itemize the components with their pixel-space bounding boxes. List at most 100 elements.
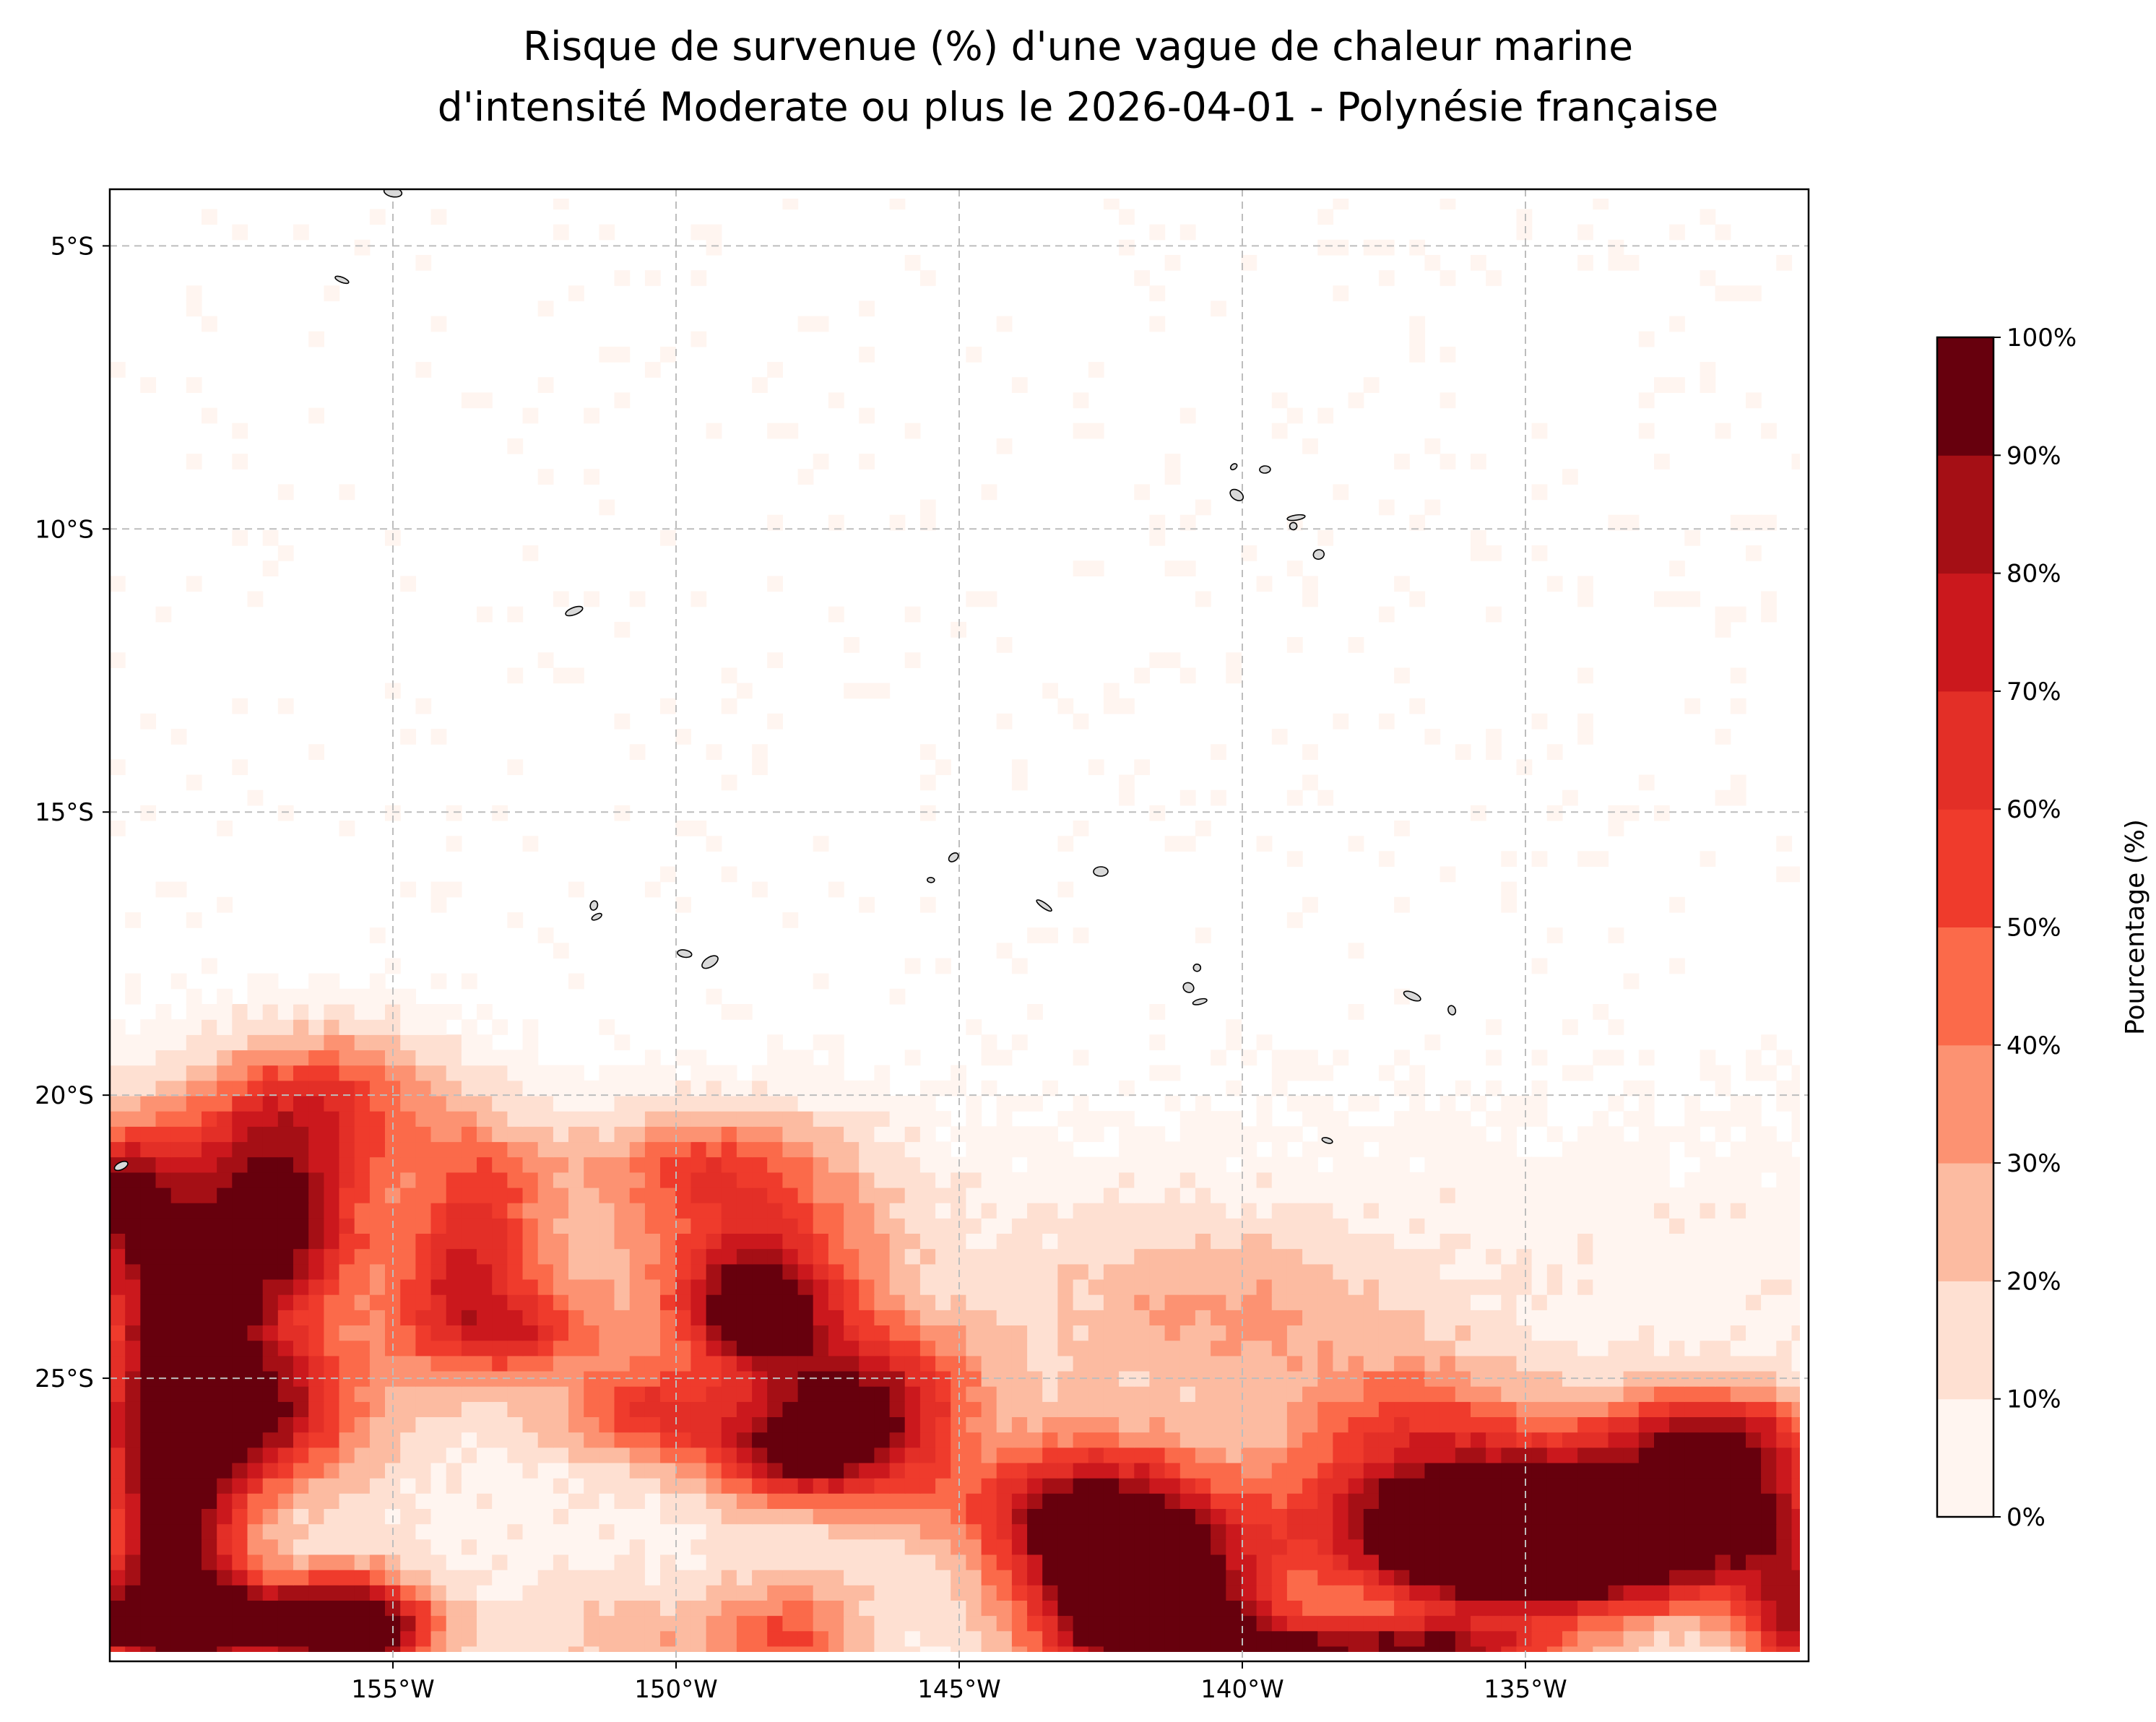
heat-cell [721,1570,737,1585]
heat-cell [1608,1600,1624,1617]
heat-cell [1455,1325,1471,1341]
heat-cell [477,1462,493,1479]
heat-cell [1333,1325,1349,1341]
heat-cell [1256,1172,1273,1188]
heat-cell [1149,1478,1166,1494]
heat-cell [721,1645,737,1652]
heat-cell [1486,1615,1502,1632]
heat-cell [996,1645,1013,1652]
heat-cell [1440,1615,1456,1632]
heat-cell [140,1080,157,1096]
heat-cell [1409,1325,1426,1341]
heat-cell [736,1233,753,1250]
heat-cell [1363,1294,1380,1310]
heat-cell [1271,1050,1288,1066]
heat-cell [125,1432,141,1448]
heat-cell [339,1310,355,1325]
heat-cell [446,1416,462,1433]
heat-cell [966,1156,982,1173]
heat-cell [1608,1156,1624,1173]
heat-cell [461,1355,477,1372]
heat-cell [1195,1447,1211,1463]
heat-cell [767,1570,783,1585]
heat-cell [1440,1432,1456,1448]
heat-cell [1042,1401,1058,1417]
heat-cell [1241,1447,1257,1463]
heat-cell [660,866,676,883]
heat-cell [1271,1585,1288,1601]
heat-cell [262,1233,279,1250]
heat-cell [1179,1386,1196,1402]
heat-cell [461,1019,477,1035]
heat-cell [951,1294,966,1310]
heat-cell [1700,1523,1716,1540]
heat-cell [614,270,631,286]
heat-cell [1149,1294,1166,1310]
heat-cell [1241,1263,1257,1280]
heat-cell [904,1218,921,1234]
heat-cell [1440,1478,1456,1494]
heat-cell [966,1630,982,1647]
heat-cell [981,1294,997,1310]
heat-cell [568,1447,584,1463]
heat-cell [874,1187,891,1203]
heat-cell [1226,1111,1242,1127]
heat-cell [1134,1355,1151,1372]
heat-cell [1333,484,1349,501]
heat-cell [1531,1172,1548,1188]
heat-cell [202,1263,217,1280]
heat-cell [690,1278,707,1295]
heat-cell [1516,1585,1533,1601]
heat-cell [1623,1080,1640,1096]
y-tick-label: 20°S [35,1081,94,1110]
heat-cell [430,1218,447,1234]
heat-cell [537,1432,554,1448]
heat-cell [1164,1203,1181,1219]
heat-cell [904,606,921,623]
heat-cell [1088,1172,1104,1188]
heat-cell [247,1447,264,1463]
heat-cell [537,1493,554,1509]
heat-cell [874,1095,891,1112]
heat-cell [1776,1615,1793,1632]
heat-cell [202,1126,217,1143]
heat-cell [1057,1278,1074,1295]
heat-cell [1715,1355,1731,1372]
heat-cell [690,1386,707,1402]
heat-cell [507,1126,524,1143]
heat-cell [1149,1004,1166,1020]
heat-cell [797,1355,814,1372]
heat-cell [1302,1340,1318,1357]
heat-cell [1654,1615,1670,1632]
heat-cell [354,1615,371,1632]
heat-cell [1608,1523,1624,1540]
island-outline [1289,522,1298,531]
heat-cell [1302,1278,1318,1295]
heat-cell [1195,821,1211,836]
heat-cell [1134,1401,1151,1417]
heat-cell [844,1585,860,1601]
heat-cell [277,1645,294,1652]
heat-cell [629,1340,646,1357]
heat-cell [477,1080,493,1096]
heat-cell [1761,1615,1777,1632]
heat-cell [1440,346,1456,363]
heat-cell [170,1172,187,1188]
heat-cell [966,1539,982,1555]
heat-cell [477,1248,493,1265]
heat-cell [1654,1172,1670,1188]
heat-cell [110,1615,126,1632]
heat-cell [1011,1600,1028,1617]
heat-cell [568,1416,584,1433]
heat-cell [996,1355,1013,1372]
heat-cell [1073,1156,1089,1173]
heat-cell [828,1050,844,1066]
heat-cell [430,1141,447,1158]
heat-cell [110,1233,126,1250]
heat-cell [430,1278,447,1295]
heat-cell [904,1570,921,1585]
heat-cell [232,1600,248,1617]
heat-cell [568,1600,584,1617]
heat-cell [1333,1386,1349,1402]
heat-cell [1042,1172,1058,1188]
